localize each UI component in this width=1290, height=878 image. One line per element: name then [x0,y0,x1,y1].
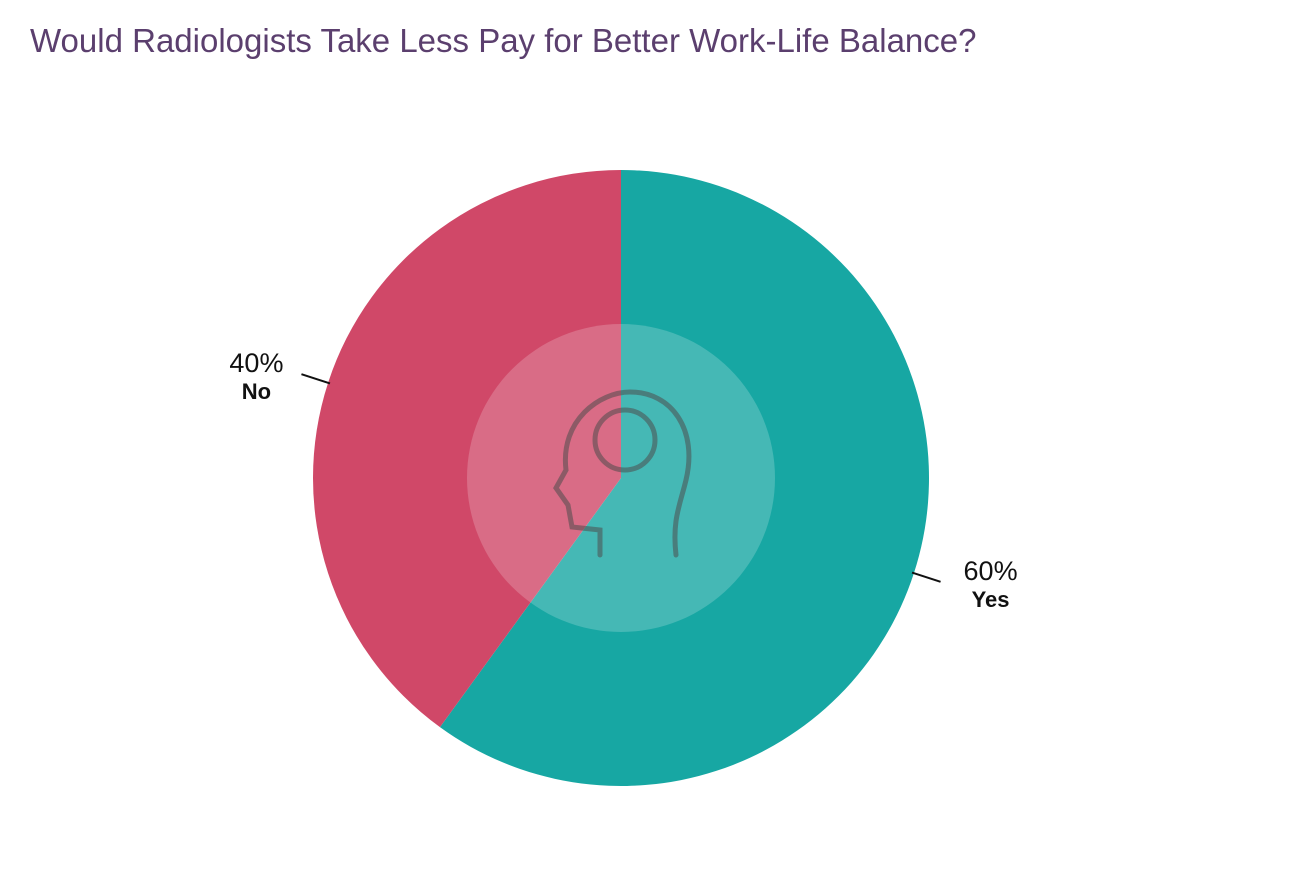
leader-line [301,373,331,385]
category-label: No [242,379,271,404]
category-label: Yes [972,587,1010,612]
chart-title: Would Radiologists Take Less Pay for Bet… [30,22,976,59]
leader-line [911,571,941,583]
value-label: 60% [964,556,1018,586]
pie-slice [313,170,621,728]
center-disc [467,324,775,632]
value-label: 40% [229,348,283,378]
head-icon [553,389,692,558]
